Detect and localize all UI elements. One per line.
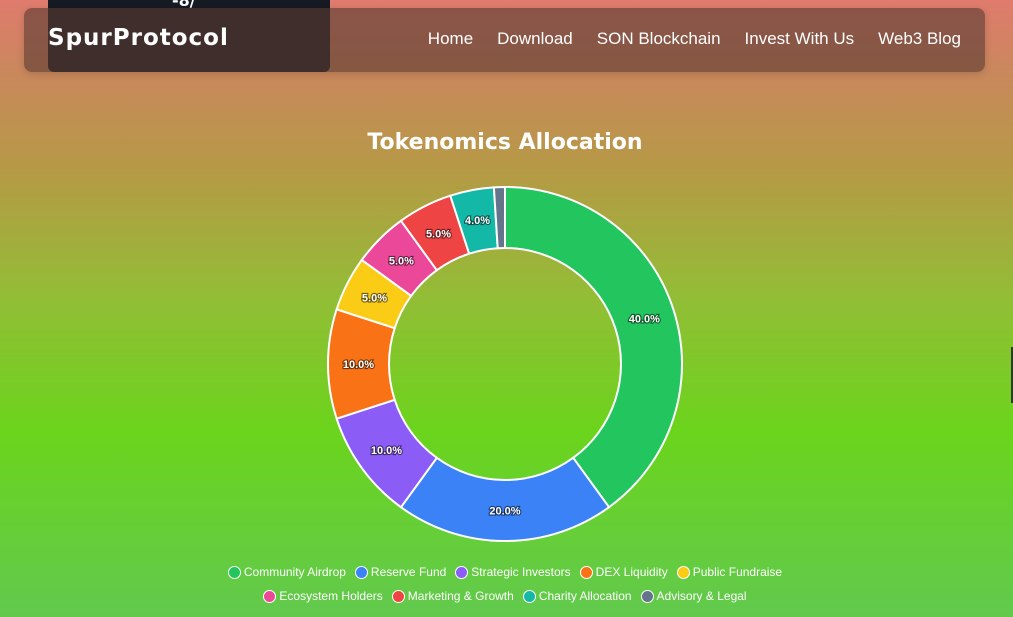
legend-label: Advisory & Legal — [656, 589, 747, 603]
nav-links: Home Download SON Blockchain Invest With… — [428, 29, 961, 49]
slice-label: 5.0% — [362, 292, 387, 304]
legend-swatch — [354, 565, 368, 579]
legend-item[interactable]: Community Airdrop — [227, 565, 346, 579]
slice-label: 5.0% — [426, 228, 451, 240]
legend-label: Public Fundraise — [692, 565, 783, 579]
legend-label: DEX Liquidity — [595, 565, 668, 579]
chart-title: Tokenomics Allocation — [367, 130, 643, 155]
slice-reserve-fund[interactable] — [399, 456, 611, 542]
legend-item[interactable]: Reserve Fund — [354, 565, 447, 579]
nav-web3-blog[interactable]: Web3 Blog — [878, 29, 961, 48]
legend-swatch — [676, 565, 690, 579]
legend-label: Charity Allocation — [538, 589, 632, 603]
legend-row-2: Ecosystem Holders Marketing & Growth Chari… — [0, 589, 1010, 603]
legend-row-1: Community Airdrop Reserve Fund Strategic I… — [0, 565, 1010, 579]
legend-item[interactable]: Public Fundraise — [676, 565, 783, 579]
slice-label: 5.0% — [389, 255, 414, 267]
chart-slices — [327, 185, 683, 542]
top-card-text: -8/ — [172, 0, 196, 10]
nav-son-blockchain[interactable]: SON Blockchain — [596, 29, 721, 48]
slice-label: 40.0% — [629, 314, 660, 326]
legend-label: Ecosystem Holders — [279, 589, 383, 603]
legend-swatch — [522, 589, 536, 603]
legend-item[interactable]: DEX Liquidity — [579, 565, 668, 579]
donut-chart: 40.0% 20.0% 10.0% 10.0% 5.0% 5.0% 5.0% 4.0% — [327, 185, 683, 542]
legend-item[interactable]: Advisory & Legal — [640, 589, 747, 603]
legend-label: Strategic Investors — [471, 565, 571, 579]
legend-label: Marketing & Growth — [407, 589, 514, 603]
brand-logo[interactable]: SpurProtocol — [48, 25, 229, 51]
legend-item[interactable]: Marketing & Growth — [391, 589, 514, 603]
navbar: SpurProtocol Home Download SON Blockchai… — [24, 8, 985, 72]
slice-advisory-legal[interactable] — [492, 185, 506, 250]
legend-swatch — [640, 589, 654, 603]
slice-label: 10.0% — [371, 445, 402, 457]
chart-labels: 40.0% 20.0% 10.0% 10.0% 5.0% 5.0% 5.0% 4.0% — [342, 214, 661, 519]
slice-community-airdrop[interactable] — [504, 185, 683, 509]
scrollbar[interactable] — [1011, 347, 1013, 403]
legend-swatch — [455, 565, 469, 579]
nav-home[interactable]: Home — [427, 29, 474, 48]
legend-swatch — [227, 565, 241, 579]
legend-swatch — [263, 589, 277, 603]
legend-item[interactable]: Ecosystem Holders — [263, 589, 383, 603]
nav-download[interactable]: Download — [497, 29, 573, 48]
nav-invest[interactable]: Invest With Us — [744, 29, 855, 48]
legend-label: Reserve Fund — [370, 565, 447, 579]
legend-swatch — [579, 565, 593, 579]
slice-label: 4.0% — [465, 215, 490, 227]
slice-label: 20.0% — [489, 506, 520, 518]
legend-item[interactable]: Strategic Investors — [455, 565, 571, 579]
legend-item[interactable]: Charity Allocation — [522, 589, 632, 603]
legend-label: Community Airdrop — [243, 565, 346, 579]
legend-swatch — [391, 589, 405, 603]
slice-label: 10.0% — [343, 359, 374, 371]
